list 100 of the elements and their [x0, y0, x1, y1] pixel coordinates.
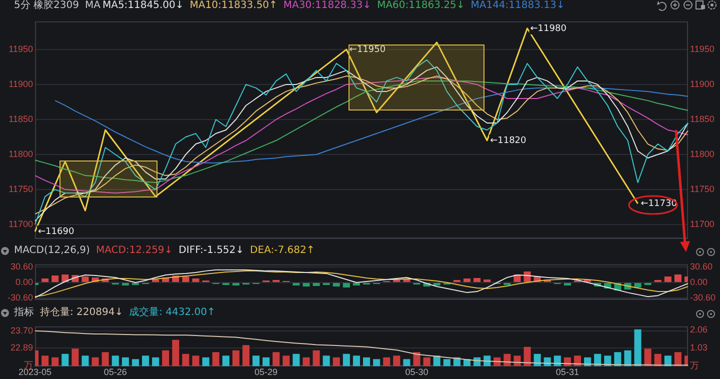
text: MA144:11883.13↓	[470, 0, 565, 11]
bar	[463, 278, 470, 282]
bar	[342, 354, 350, 366]
chart-title: MACD(12,26,9)	[14, 245, 90, 256]
bar	[272, 352, 280, 366]
bar	[282, 356, 290, 366]
y2-tick-label: 11700	[690, 219, 714, 230]
x-tick-label: 05-26	[104, 367, 127, 378]
bar	[252, 356, 260, 366]
y2-tick-label: 11850	[690, 114, 714, 124]
series-label: DIFF:-1.552↓	[178, 245, 244, 256]
y-tick-label: -30.60	[7, 292, 33, 302]
text: MA10:11833.50↑	[190, 0, 278, 11]
y2-tick-label: 1.03	[690, 342, 708, 353]
y-tick-label: 11950	[8, 44, 33, 54]
bar	[312, 350, 320, 366]
bar	[332, 357, 340, 366]
bar	[322, 356, 330, 366]
text: MA30:11828.33↓	[283, 0, 372, 11]
bar	[423, 357, 430, 366]
bar	[192, 278, 200, 282]
bar	[132, 359, 139, 366]
y2-tick-label: -30.60	[690, 292, 716, 302]
text: 成交量: 4432.00↑	[129, 307, 216, 318]
y2-tick-label: 11950	[690, 44, 714, 54]
bar	[262, 357, 270, 366]
bar	[102, 352, 109, 366]
bar	[634, 283, 642, 288]
bar	[403, 279, 410, 282]
bar	[332, 283, 340, 287]
bar	[292, 283, 300, 286]
bar	[433, 283, 440, 286]
bar	[654, 280, 662, 282]
data-label: ←11820	[490, 136, 527, 146]
bar	[242, 345, 250, 366]
text: MA5:11845.00↓	[102, 0, 184, 11]
bar	[302, 283, 310, 287]
bar	[152, 357, 160, 366]
bar	[363, 357, 370, 366]
bar	[62, 354, 69, 366]
bar	[232, 350, 240, 366]
bar	[42, 278, 49, 282]
bar	[393, 356, 400, 366]
series-label: 持仓量: 220894↓	[40, 307, 124, 318]
bar	[92, 357, 99, 366]
y-tick-label: 11750	[8, 184, 33, 194]
bar	[484, 279, 491, 282]
series-label: MACD:12.259↓	[96, 245, 173, 256]
bar	[433, 356, 440, 366]
bar	[634, 329, 642, 366]
legend-title: MA	[85, 0, 100, 11]
text: MA60:11863.25↓	[377, 0, 465, 11]
bar	[42, 356, 49, 366]
y-tick-label: 万	[24, 360, 33, 370]
bar	[524, 346, 531, 366]
bar	[272, 280, 280, 282]
bar	[112, 356, 119, 366]
bar	[674, 274, 682, 282]
x-tick-label: 05-30	[405, 367, 428, 378]
bar	[232, 283, 240, 286]
bar	[413, 352, 420, 366]
bar	[162, 350, 170, 366]
bar	[373, 359, 380, 366]
y2-tick-label: 30.60	[690, 262, 713, 272]
y2-tick-label: 11750	[690, 184, 714, 194]
bar	[352, 356, 360, 366]
bar	[172, 340, 180, 366]
y-tick-label: 23.70	[10, 325, 33, 336]
x-tick-label: 05-29	[254, 367, 278, 378]
y-tick-label: 11700	[8, 219, 33, 230]
bar	[312, 283, 320, 286]
y-tick-label: 30.60	[10, 262, 33, 272]
bar	[453, 280, 460, 282]
bar	[82, 356, 89, 366]
bar	[212, 352, 220, 366]
data-label: ←11980	[530, 24, 567, 34]
bar	[182, 354, 190, 366]
bar	[443, 359, 450, 366]
y2-tick-label: 0.00	[690, 276, 708, 287]
bar	[644, 348, 652, 366]
bar	[202, 357, 210, 366]
y-tick-label: 0.00	[15, 276, 33, 287]
data-label: ←11950	[349, 44, 386, 55]
y-tick-label: 11900	[8, 78, 33, 89]
y2-tick-label: 11900	[690, 78, 714, 89]
bar	[564, 283, 571, 286]
bar	[383, 357, 390, 366]
bar	[403, 359, 410, 366]
bar	[393, 280, 400, 282]
bar	[62, 274, 69, 282]
bar	[604, 356, 612, 366]
y2-tick-label: 万	[690, 360, 699, 371]
bar	[52, 357, 59, 366]
y2-tick-label: 2.06	[690, 324, 708, 335]
bar	[302, 357, 310, 366]
bar	[574, 356, 582, 366]
data-label: ←11690	[38, 226, 74, 237]
series-label: DEA:-7.682↑	[250, 245, 315, 256]
chart-title: 指标	[14, 307, 34, 318]
bar	[152, 279, 160, 282]
